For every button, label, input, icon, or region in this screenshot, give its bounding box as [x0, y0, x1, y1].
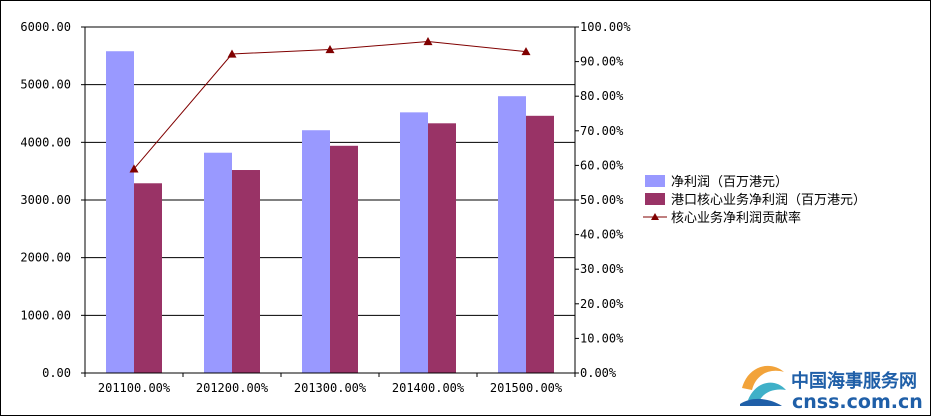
y2-tick-label: 40.00%: [580, 228, 624, 242]
line-point: [521, 47, 531, 56]
y2-tick-label: 20.00%: [580, 297, 624, 311]
y2-tick-label: 70.00%: [580, 124, 624, 138]
y-tick-label: 6000.00: [20, 20, 71, 34]
x-tick-label: 201500.00%: [490, 381, 563, 395]
legend-label: 净利润（百万港元）: [671, 175, 788, 190]
y-tick-label: 5000.00: [20, 78, 71, 92]
y2-tick-label: 60.00%: [580, 158, 624, 172]
y2-tick-label: 30.00%: [580, 262, 624, 276]
x-tick-label: 201100.00%: [98, 381, 171, 395]
bars: [106, 51, 554, 373]
bar: [204, 152, 232, 373]
bar: [428, 123, 456, 373]
y-tick-label: 1000.00: [20, 308, 71, 322]
bar: [498, 96, 526, 373]
contribution-line: [129, 37, 531, 173]
x-tick-label: 201200.00%: [196, 381, 269, 395]
y2-tick-label: 90.00%: [580, 55, 624, 69]
line-point: [129, 164, 139, 173]
watermark-cn: 中国海事服务网: [791, 370, 917, 392]
logo-wave-blue: [740, 398, 782, 406]
logo-wave-teal: [748, 382, 786, 404]
y2-tick-label: 100.00%: [580, 20, 631, 34]
legend: 净利润（百万港元） 港口核心业务净利润（百万港元） 核心业务净利润贡献率: [643, 175, 866, 226]
left-axis-ticks: 0.00 1000.00 2000.00 3000.00 4000.00 5000.00 6…: [20, 20, 85, 380]
y-tick-label: 2000.00: [20, 251, 71, 265]
y2-tick-label: 50.00%: [580, 193, 624, 207]
legend-swatch: [645, 175, 665, 187]
bar: [302, 130, 330, 373]
line-point: [227, 49, 237, 58]
bar: [134, 183, 162, 373]
logo-wave-orange: [742, 365, 784, 390]
y-tick-label: 4000.00: [20, 135, 71, 149]
bar: [400, 112, 428, 373]
legend-label: 核心业务净利润贡献率: [671, 210, 801, 226]
bar: [232, 170, 260, 373]
x-tick-label: 201300.00%: [294, 381, 367, 395]
line-point: [325, 44, 335, 54]
legend-label: 港口核心业务净利润（百万港元）: [671, 192, 866, 208]
legend-marker: [651, 213, 659, 220]
y2-tick-label: 0.00%: [580, 366, 617, 380]
right-axis-ticks: 0.00% 10.00% 20.00% 30.00% 40.00% 50.00% 60.00…: [575, 20, 631, 380]
y2-tick-label: 80.00%: [580, 89, 624, 103]
y-tick-label: 0.00: [42, 366, 71, 380]
bar: [526, 115, 554, 373]
line-point: [423, 37, 433, 46]
x-axis-ticks: 201100.00% 201200.00% 201300.00% 201400.00%…: [84, 373, 576, 395]
x-tick-label: 201400.00%: [392, 381, 465, 395]
y2-tick-label: 10.00%: [580, 331, 624, 345]
cnss-logo-icon: [740, 365, 786, 406]
bar: [330, 145, 358, 373]
watermark-en: cnss.com.cn: [792, 391, 923, 413]
bar: [106, 51, 134, 373]
legend-swatch: [645, 193, 665, 205]
y-tick-label: 3000.00: [20, 193, 71, 207]
